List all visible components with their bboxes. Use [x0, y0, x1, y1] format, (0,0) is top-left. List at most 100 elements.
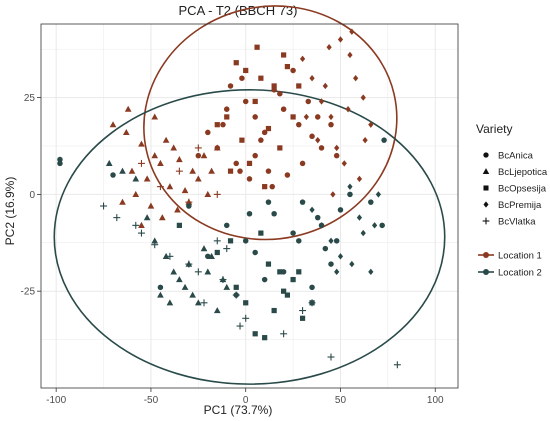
- point-bcanica-location-2: [381, 137, 387, 143]
- point-bcanica-location-1: [284, 172, 291, 178]
- point-bcvlatka-location-2: [242, 314, 250, 322]
- point-bcljepotica-location-1: [174, 206, 181, 213]
- point-bcpremija-location-2: [368, 268, 374, 276]
- legend-label-bcpremija: BcPremija: [498, 200, 542, 211]
- point-bcanica-location-1: [252, 114, 258, 120]
- point-bcvlatka-location-2: [213, 237, 221, 245]
- point-bcopsesija-location-2: [271, 307, 277, 314]
- point-bcopsesija-location-2: [262, 335, 268, 341]
- point-bcanica-location-1: [233, 160, 239, 167]
- point-bcljepotica-location-1: [151, 152, 159, 159]
- point-bcanica-location-2: [271, 210, 277, 217]
- point-bcvlatka-location-2: [327, 353, 335, 361]
- point-bcvlatka-location-2: [132, 221, 140, 229]
- point-bcvlatka-location-2: [308, 299, 316, 307]
- point-bcopsesija-location-1: [252, 98, 258, 105]
- point-bcopsesija-location-1: [281, 52, 287, 58]
- point-bcljepotica-location-2: [105, 159, 113, 167]
- point-bcanica-location-1: [265, 168, 272, 174]
- point-bcpremija-location-1: [360, 94, 366, 101]
- point-bcljepotica-location-2: [208, 252, 215, 259]
- point-bcanica-location-1: [195, 152, 202, 159]
- x-tick-label: 100: [427, 395, 444, 406]
- point-bcanica-location-1: [227, 83, 234, 89]
- point-bcljepotica-location-1: [162, 136, 170, 143]
- point-bcanica-location-1: [205, 129, 211, 136]
- point-bcljepotica-location-2: [213, 307, 221, 314]
- point-bcljepotica-location-1: [151, 113, 159, 120]
- legend-key-bcljepotica: [482, 168, 490, 175]
- point-bcopsesija-location-2: [214, 249, 220, 256]
- point-bcanica-location-1: [299, 160, 306, 167]
- point-bcopsesija-location-1: [296, 83, 302, 89]
- point-bcopsesija-location-1: [254, 44, 260, 50]
- point-bcopsesija-location-1: [271, 83, 277, 89]
- point-bcljepotica-location-1: [143, 175, 151, 182]
- point-bcanica-location-2: [368, 199, 374, 205]
- point-bcopsesija-location-2: [243, 300, 249, 306]
- point-bcopsesija-location-2: [227, 238, 234, 244]
- point-bcopsesija-location-2: [176, 222, 182, 228]
- x-tick-label: 50: [335, 395, 347, 406]
- point-bcopsesija-location-1: [233, 60, 239, 66]
- legend-key-bcopsesija: [483, 185, 489, 191]
- point-bcanica-location-2: [309, 284, 315, 291]
- point-bcvlatka-location-2: [232, 291, 240, 299]
- confidence-ellipses: [53, 5, 446, 385]
- point-bcpremija-location-2: [318, 222, 325, 229]
- point-bcopsesija-location-1: [224, 114, 230, 120]
- legend: Variety BcAnica BcLjepotica BcOpsesija BcPr…: [476, 122, 548, 279]
- point-bcvlatka-location-2: [137, 229, 145, 237]
- point-bcanica-location-1: [277, 90, 283, 97]
- point-bcopsesija-location-2: [296, 269, 302, 275]
- point-bcanica-location-1: [258, 137, 264, 143]
- point-bcopsesija-location-1: [246, 160, 253, 167]
- point-bcpremija-location-2: [356, 214, 363, 221]
- point-bcvlatka-location-1: [175, 167, 183, 175]
- point-bcanica-location-2: [322, 245, 329, 252]
- point-bcanica-location-2: [299, 199, 306, 205]
- point-bcpremija-location-2: [309, 206, 315, 214]
- point-bcljepotica-location-2: [181, 283, 189, 290]
- point-bcanica-location-1: [237, 168, 243, 174]
- point-bcljepotica-location-2: [143, 214, 151, 221]
- point-bcpremija-location-2: [375, 191, 382, 198]
- point-bcanica-location-2: [252, 249, 258, 256]
- point-bcvlatka-location-2: [236, 322, 244, 330]
- point-bcvlatka-location-2: [113, 214, 121, 222]
- legend-key-bcvlatka: [482, 217, 490, 225]
- point-bcljepotica-location-1: [170, 144, 178, 151]
- point-bcpremija-location-1: [341, 160, 347, 167]
- point-bcpremija-location-1: [330, 191, 336, 198]
- point-bcljepotica-location-2: [119, 167, 126, 174]
- point-bcljepotica-location-1: [181, 187, 189, 194]
- point-bcpremija-location-1: [309, 75, 315, 82]
- point-bcpremija-location-1: [315, 136, 321, 144]
- legend-key-bcanica: [483, 152, 489, 158]
- point-bcvlatka-location-2: [100, 202, 108, 210]
- point-bcljepotica-location-1: [194, 175, 202, 182]
- point-bcanica-location-1: [314, 114, 321, 120]
- point-bcanica-location-2: [290, 230, 296, 236]
- point-bcpremija-location-1: [334, 144, 340, 152]
- point-bcopsesija-location-1: [262, 184, 268, 190]
- point-bcanica-location-2: [157, 284, 164, 291]
- point-bcopsesija-location-1: [265, 125, 272, 132]
- point-bcpremija-location-1: [353, 75, 359, 82]
- y-tick-label: 25: [24, 93, 36, 104]
- point-bcanica-location-2: [333, 238, 340, 244]
- point-bcopsesija-location-1: [214, 122, 220, 128]
- point-bcanica-location-2: [347, 191, 353, 198]
- legend-label-location-1: Location 1: [498, 251, 542, 262]
- point-bcanica-location-2: [57, 156, 63, 163]
- point-bcljepotica-location-2: [157, 291, 164, 298]
- ellipse-location-1: [143, 5, 398, 241]
- legend-key-dot: [483, 252, 489, 258]
- point-bcanica-location-2: [314, 214, 321, 221]
- legend-key-bcpremija: [483, 201, 489, 208]
- point-bcanica-location-2: [186, 203, 192, 209]
- point-bcanica-location-1: [305, 98, 312, 105]
- point-bcpremija-location-2: [334, 268, 340, 276]
- point-bcljepotica-location-1: [204, 190, 212, 197]
- x-tick-label: 0: [243, 395, 249, 406]
